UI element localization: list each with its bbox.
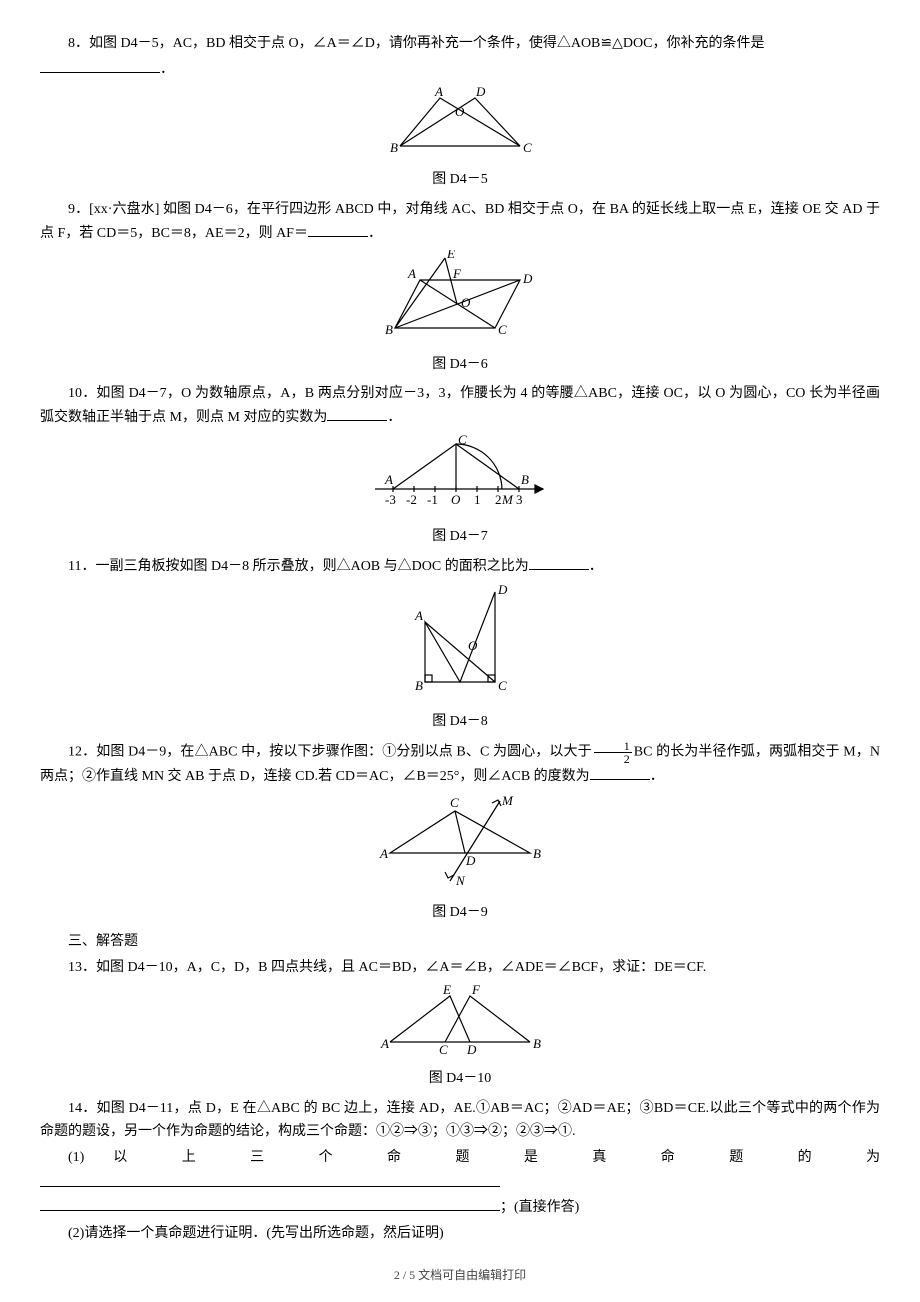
figure-d4-6-caption: 图 D4－6: [40, 353, 880, 377]
svg-text:D: D: [497, 582, 508, 597]
figure-d4-5-caption: 图 D4－5: [40, 168, 880, 192]
problem-14-blankline2: ；(直接作答): [40, 1196, 880, 1220]
svg-text:O: O: [451, 492, 461, 507]
problem-13-text: 13．如图 D4－10，A，C，D，B 四点共线，且 AC＝BD，∠A＝∠B，∠…: [68, 960, 706, 975]
svg-text:O: O: [455, 104, 465, 119]
svg-text:A: A: [384, 472, 393, 487]
svg-text:3: 3: [516, 492, 523, 507]
figure-d4-5: A D O B C: [40, 86, 880, 165]
svg-text:F: F: [471, 984, 481, 997]
svg-text:B: B: [385, 322, 393, 337]
blank: [40, 1196, 500, 1211]
svg-text:O: O: [468, 638, 478, 653]
figure-d4-10: E F A C D B: [40, 984, 880, 1063]
blank: [529, 555, 589, 570]
section-3-header: 三、解答题: [40, 930, 880, 954]
svg-text:-3: -3: [385, 492, 396, 507]
problem-12: 12．如图 D4－9，在△ABC 中，按以下步骤作图：①分别以点 B、C 为圆心…: [40, 740, 880, 789]
svg-text:M: M: [501, 492, 514, 507]
svg-text:E: E: [442, 984, 451, 997]
figure-d4-7-caption: 图 D4－7: [40, 525, 880, 549]
fraction-half: 12: [594, 740, 632, 765]
problem-13: 13．如图 D4－10，A，C，D，B 四点共线，且 AC＝BD，∠A＝∠B，∠…: [40, 956, 880, 980]
svg-text:C: C: [498, 678, 507, 693]
blank: [308, 222, 368, 237]
blank: [40, 1172, 500, 1187]
problem-11-text: 11．一副三角板按如图 D4－8 所示叠放，则△AOB 与△DOC 的面积之比为: [68, 559, 529, 574]
svg-text:2: 2: [495, 492, 502, 507]
problem-11: 11．一副三角板按如图 D4－8 所示叠放，则△AOB 与△DOC 的面积之比为…: [40, 555, 880, 579]
svg-text:A: A: [379, 846, 388, 861]
svg-text:A: A: [434, 86, 443, 99]
svg-text:B: B: [415, 678, 423, 693]
svg-text:B: B: [533, 1036, 541, 1051]
svg-text:D: D: [466, 1042, 477, 1054]
figure-d4-8: A D O B C: [40, 582, 880, 706]
problem-10-text: 10．如图 D4－7，O 为数轴原点，A，B 两点分别对应－3，3，作腰长为 4…: [40, 386, 880, 425]
svg-text:D: D: [465, 853, 476, 868]
problem-12-text-a: 12．如图 D4－9，在△ABC 中，按以下步骤作图：①分别以点 B、C 为圆心…: [68, 745, 592, 760]
figure-d4-9: C M A D B N: [40, 793, 880, 897]
svg-text:C: C: [450, 795, 459, 810]
problem-14-part2-text: (2)请选择一个真命题进行证明．(先写出所选命题，然后证明): [68, 1226, 444, 1241]
svg-text:F: F: [452, 266, 462, 281]
svg-text:C: C: [439, 1042, 448, 1054]
svg-text:A: A: [407, 266, 416, 281]
figure-d4-6: E A F D O B C: [40, 250, 880, 349]
svg-text:E: E: [446, 250, 455, 261]
blank: [590, 765, 650, 780]
svg-text:1: 1: [474, 492, 481, 507]
svg-text:O: O: [461, 295, 471, 310]
svg-text:B: B: [533, 846, 541, 861]
problem-8-text: 8．如图 D4－5，AC，BD 相交于点 O，∠A＝∠D，请你再补充一个条件，使…: [68, 36, 764, 51]
svg-text:D: D: [522, 271, 533, 286]
svg-text:N: N: [455, 873, 466, 888]
svg-text:B: B: [390, 140, 398, 155]
blank: [327, 406, 387, 421]
figure-d4-8-caption: 图 D4－8: [40, 710, 880, 734]
problem-14-part1: (1) 以 上 三 个 命 题 是 真 命 题 的 为: [40, 1146, 880, 1170]
problem-14-part2: (2)请选择一个真命题进行证明．(先写出所选命题，然后证明): [40, 1222, 880, 1246]
page-footer: 2 / 5 文档可自由编辑打印: [40, 1265, 880, 1285]
svg-text:B: B: [521, 472, 529, 487]
problem-9-text: 9．[xx·六盘水] 如图 D4－6，在平行四边形 ABCD 中，对角线 AC、…: [40, 202, 880, 241]
figure-d4-10-caption: 图 D4－10: [40, 1067, 880, 1091]
svg-text:C: C: [498, 322, 507, 337]
svg-text:M: M: [501, 793, 514, 808]
figure-d4-7: C A B -3 -2 -1 O 1 2 M 3: [40, 434, 880, 521]
svg-text:A: A: [380, 1036, 389, 1051]
svg-text:D: D: [475, 86, 486, 99]
problem-8-blank-line: ．: [40, 58, 880, 82]
blank: [40, 58, 160, 73]
problem-14-blankline: [40, 1172, 880, 1196]
problem-9: 9．[xx·六盘水] 如图 D4－6，在平行四边形 ABCD 中，对角线 AC、…: [40, 198, 880, 246]
svg-text:-1: -1: [427, 492, 438, 507]
problem-14: 14．如图 D4－11，点 D，E 在△ABC 的 BC 边上，连接 AD，AE…: [40, 1097, 880, 1145]
problem-10: 10．如图 D4－7，O 为数轴原点，A，B 两点分别对应－3，3，作腰长为 4…: [40, 382, 880, 430]
problem-14-text: 14．如图 D4－11，点 D，E 在△ABC 的 BC 边上，连接 AD，AE…: [40, 1101, 880, 1140]
svg-text:C: C: [523, 140, 532, 155]
problem-8: 8．如图 D4－5，AC，BD 相交于点 O，∠A＝∠D，请你再补充一个条件，使…: [40, 32, 880, 56]
figure-d4-9-caption: 图 D4－9: [40, 901, 880, 925]
svg-text:C: C: [458, 434, 467, 447]
svg-text:-2: -2: [406, 492, 417, 507]
svg-text:A: A: [414, 608, 423, 623]
